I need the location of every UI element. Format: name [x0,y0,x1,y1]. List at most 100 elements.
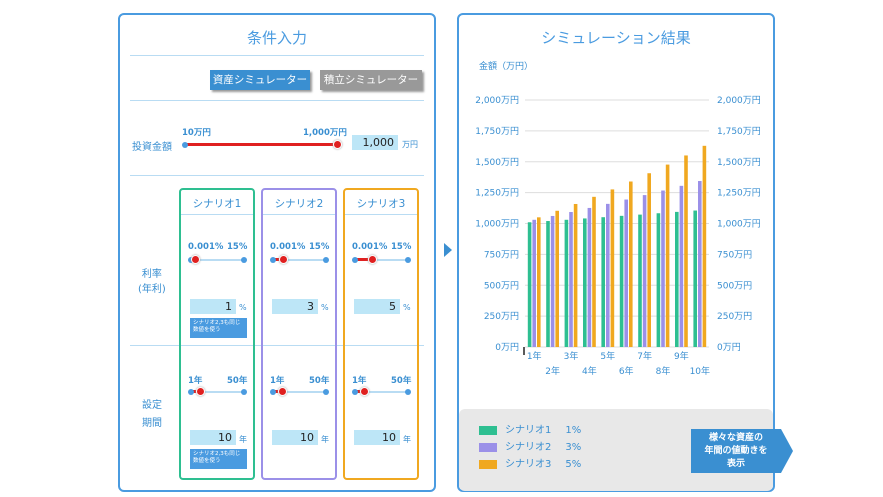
year-value-field[interactable]: 10 [354,430,400,445]
slider-max-dot [241,389,247,395]
rate-value-field[interactable]: 3 [272,299,318,314]
year-min-label: 1年 [270,376,285,386]
bar-シナリオ1-3年 [564,219,569,347]
rate-slider-fill [273,258,284,261]
y-tick-label-right: 1,000万円 [717,219,761,230]
arrow-right-icon [444,243,452,257]
y-tick-label-right: 0万円 [717,342,741,353]
rate-slider-knob[interactable] [279,255,289,264]
legend-series-name: シナリオ1 [505,425,552,436]
slider-min-dot [270,257,276,263]
year-slider-track[interactable] [273,391,325,393]
year-slider-knob[interactable] [278,387,288,396]
investment-max-label: 1,000万円 [303,128,347,138]
rate-slider-fill [355,258,373,261]
y-tick-label-left: 1,500万円 [475,157,519,168]
scenario-name: シナリオ2 [274,198,324,210]
x-tick-label: 9年 [674,350,689,362]
legend-item: シナリオ1 1% [479,421,581,436]
y-tick-label-right: 2,000万円 [717,95,761,106]
year-slider-fill [191,390,201,393]
bar-シナリオ3-4年 [592,196,596,347]
legend-item: シナリオ2 3% [479,438,581,453]
rate-unit: % [239,303,247,312]
bar-シナリオ3-9年 [684,155,688,347]
rate-max-label: 15% [309,242,330,252]
year-slider-fill [355,390,365,393]
year-note: シナリオ2,3も同じ数値を使う [190,449,247,469]
year-value-field[interactable]: 10 [272,430,318,445]
slider-max-dot [405,257,411,263]
scenario-card-1: シナリオ1 0.001% 15% 1% シナリオ2,3も同じ数値を使う 1年 50年 10 年シ… [179,188,255,480]
bar-シナリオ1-10年 [693,210,697,347]
investment-slider-knob[interactable] [333,140,342,149]
bar-シナリオ3-2年 [555,210,559,347]
bar-シナリオ3-5年 [610,189,615,347]
bar-シナリオ1-9年 [675,211,679,347]
saving-simulator-button[interactable]: 積立シミュレーター [320,70,422,90]
y-tick-label-left: 2,000万円 [475,95,519,106]
bar-シナリオ2-5年 [606,203,610,347]
bar-シナリオ1-6年 [619,215,624,347]
divider [345,214,417,215]
period-label: 設定 期間 [142,400,162,429]
y-tick-label-left: 1,250万円 [475,188,519,199]
bar-シナリオ3-10年 [702,145,707,347]
year-slider-track[interactable] [191,391,243,393]
legend-swatch [479,425,497,435]
investment-min-label: 10万円 [182,128,211,138]
condition-input-panel: 条件入力 資産シミュレーター 積立シミュレーター 投資金額 10万円 1,000… [118,13,436,492]
scenario-name: シナリオ3 [356,198,406,210]
chart-ylabel: 金額（万円） [479,62,534,72]
bar-シナリオ2-7年 [642,195,647,347]
slider-min-dot [182,142,188,148]
bar-シナリオ2-2年 [550,215,555,347]
bar-シナリオ3-6年 [629,181,633,347]
rate-min-label: 0.001% [188,242,224,252]
divider [130,175,424,176]
y-tick-label-right: 500万円 [717,280,752,291]
callout-annotation: 様々な資産の 年間の値動きを 表示 [691,429,793,473]
investment-value-field[interactable]: 1,000 [352,135,398,150]
year-unit: 年 [403,435,411,444]
slider-min-dot [270,389,276,395]
year-slider-track[interactable] [355,391,407,393]
divider [130,345,424,346]
asset-simulator-button[interactable]: 資産シミュレーター [210,70,310,90]
bar-シナリオ2-4年 [587,207,592,347]
bar-シナリオ3-3年 [573,203,578,347]
bar-シナリオ2-8年 [661,190,665,347]
y-tick-label-right: 250万円 [717,311,752,322]
legend-swatch [479,442,497,452]
rate-slider-knob[interactable] [190,255,200,264]
rate-min-label: 0.001% [270,242,306,252]
divider [263,214,335,215]
divider [181,214,253,215]
year-max-label: 50年 [227,376,248,386]
slider-max-dot [323,389,329,395]
slider-min-dot [352,389,358,395]
slider-max-dot [323,257,329,263]
rate-unit: % [403,303,411,312]
investment-slider-fill [186,143,338,146]
rate-value-field[interactable]: 1 [190,299,236,314]
rate-slider-knob[interactable] [368,255,378,264]
bar-シナリオ2-6年 [624,199,628,347]
bar-シナリオ3-7年 [647,173,651,347]
bar-シナリオ1-2年 [546,221,550,347]
bar-シナリオ2-1年 [532,219,536,347]
x-tick-label: 8年 [656,365,671,377]
year-slider-knob[interactable] [196,387,206,396]
rate-slider-track[interactable] [191,259,243,261]
rate-slider-track[interactable] [355,259,407,261]
year-unit: 年 [321,435,329,444]
bar-シナリオ2-10年 [698,181,702,347]
rate-min-label: 0.001% [352,242,388,252]
investment-unit: 万円 [402,140,418,149]
x-tick-label: 7年 [637,350,652,362]
rate-value-field[interactable]: 5 [354,299,400,314]
year-value-field[interactable]: 10 [190,430,236,445]
rate-slider-track[interactable] [273,259,325,261]
y-tick-label-left: 1,750万円 [475,126,519,137]
year-slider-knob[interactable] [360,387,370,396]
